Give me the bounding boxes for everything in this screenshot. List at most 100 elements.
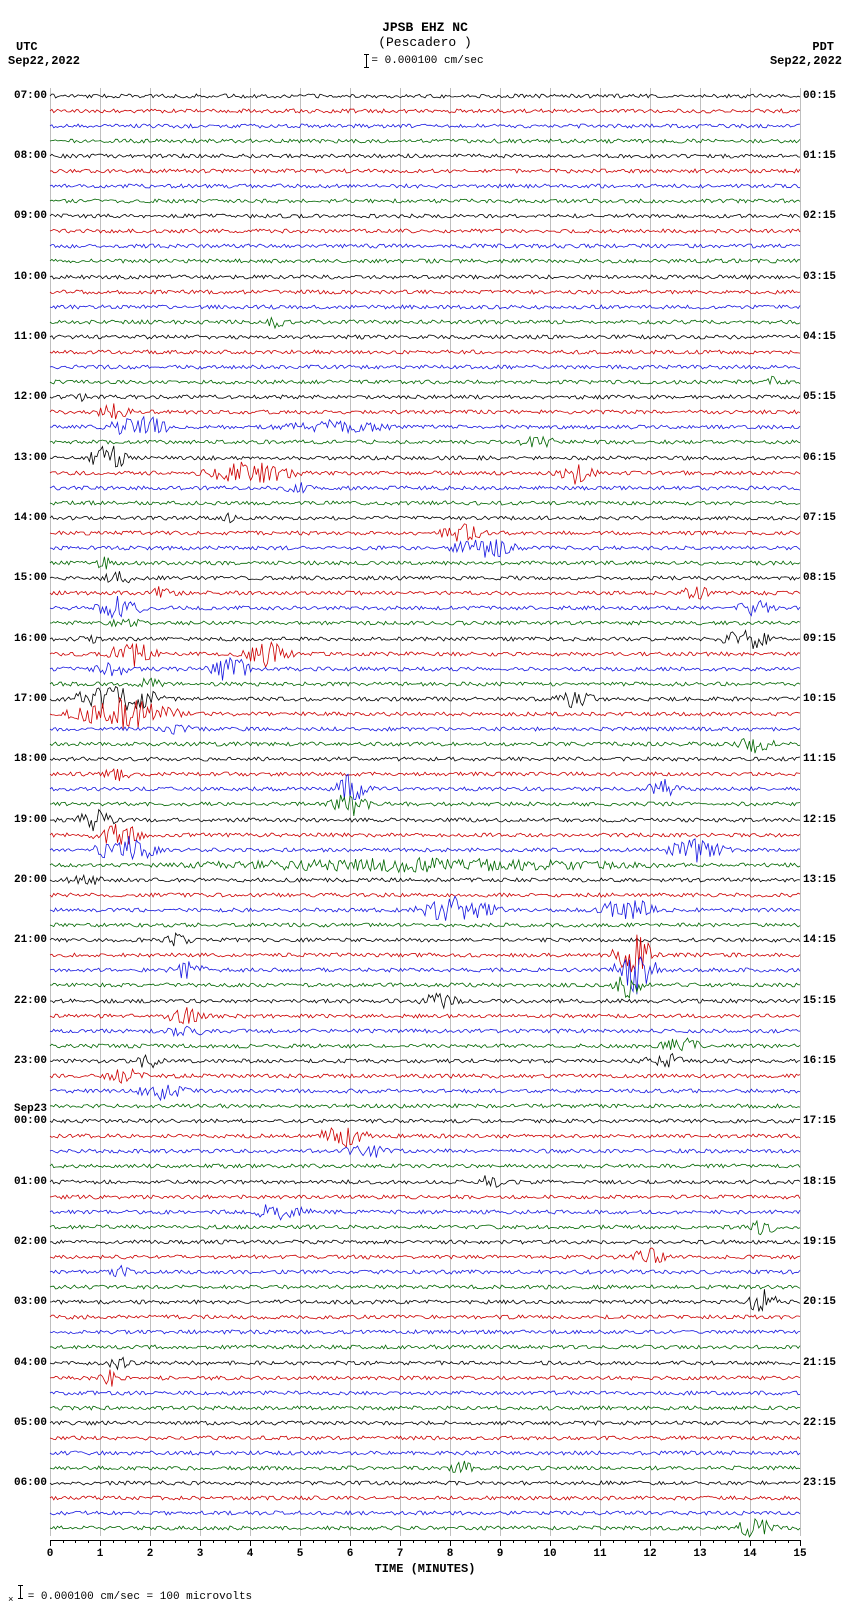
x-tick-minor [238,1540,239,1543]
x-axis: TIME (MINUTES) 0123456789101112131415 [50,1540,800,1570]
utc-time-label: 01:00 [2,1176,47,1188]
x-tick-minor [163,1540,164,1543]
x-tick-label: 11 [593,1548,606,1560]
trace-row [50,1528,800,1529]
x-tick-label: 6 [347,1548,354,1560]
x-tick-minor [738,1540,739,1543]
pdt-time-label: 00:15 [803,90,848,102]
utc-time-label: 17:00 [2,693,47,705]
x-tick-minor [125,1540,126,1543]
x-tick [300,1540,301,1546]
utc-time-label: 20:00 [2,874,47,886]
x-tick [150,1540,151,1546]
pdt-time-label: 11:15 [803,753,848,765]
x-tick-minor [513,1540,514,1543]
timezone-left: UTC [16,40,38,54]
x-tick-minor [375,1540,376,1543]
scale-text: = 0.000100 cm/sec [371,55,483,67]
x-tick-label: 13 [693,1548,706,1560]
x-tick [50,1540,51,1546]
x-tick-minor [288,1540,289,1543]
x-tick [750,1540,751,1546]
x-tick [250,1540,251,1546]
x-tick-minor [475,1540,476,1543]
x-tick-label: 2 [147,1548,154,1560]
x-tick [600,1540,601,1546]
seismogram-plot [50,88,800,1536]
utc-time-label: 21:00 [2,934,47,946]
x-tick-minor [175,1540,176,1543]
x-tick-minor [88,1540,89,1543]
station-location: (Pescadero ) [0,35,850,50]
pdt-time-label: 09:15 [803,633,848,645]
utc-time-label: 02:00 [2,1236,47,1248]
x-tick-label: 8 [447,1548,454,1560]
footer-scale-bar-icon [20,1585,21,1599]
utc-time-label: 19:00 [2,814,47,826]
date-right: Sep22,2022 [770,54,842,68]
x-tick-minor [638,1540,639,1543]
utc-time-label: 03:00 [2,1296,47,1308]
utc-time-label: 14:00 [2,512,47,524]
header: JPSB EHZ NC (Pescadero ) = 0.000100 cm/s… [0,0,850,72]
x-tick-minor [363,1540,364,1543]
x-tick-minor [538,1540,539,1543]
utc-time-label: 07:00 [2,90,47,102]
station-id: JPSB EHZ NC [0,20,850,35]
x-tick-label: 15 [793,1548,806,1560]
pdt-time-label: 23:15 [803,1477,848,1489]
scale-indicator: = 0.000100 cm/sec [366,54,483,68]
pdt-time-label: 07:15 [803,512,848,524]
utc-time-label: 11:00 [2,331,47,343]
x-tick-minor [138,1540,139,1543]
x-tick-minor [788,1540,789,1543]
x-tick-minor [488,1540,489,1543]
x-tick-minor [75,1540,76,1543]
date-left: Sep22,2022 [8,54,80,68]
x-tick [800,1540,801,1546]
pdt-time-label: 20:15 [803,1296,848,1308]
pdt-time-label: 13:15 [803,874,848,886]
x-tick-minor [625,1540,626,1543]
utc-time-label: 12:00 [2,391,47,403]
pdt-time-label: 18:15 [803,1176,848,1188]
pdt-time-label: 10:15 [803,693,848,705]
x-tick-minor [675,1540,676,1543]
x-tick-minor [563,1540,564,1543]
x-tick-label: 0 [47,1548,54,1560]
utc-time-label: 16:00 [2,633,47,645]
pdt-time-label: 14:15 [803,934,848,946]
x-tick-minor [763,1540,764,1543]
x-tick [500,1540,501,1546]
utc-time-label: 09:00 [2,210,47,222]
x-tick-minor [688,1540,689,1543]
timezone-right: PDT [812,40,834,54]
day-break-label: Sep23 [2,1103,47,1115]
x-tick-minor [425,1540,426,1543]
footer-scale: × = 0.000100 cm/sec = 100 microvolts [8,1585,252,1605]
x-tick-minor [188,1540,189,1543]
pdt-time-label: 06:15 [803,452,848,464]
pdt-time-label: 22:15 [803,1417,848,1429]
x-tick [400,1540,401,1546]
x-tick-label: 14 [743,1548,756,1560]
footer-text: = 0.000100 cm/sec = 100 microvolts [28,1591,252,1603]
utc-time-label: 10:00 [2,271,47,283]
x-tick-label: 12 [643,1548,656,1560]
pdt-time-label: 08:15 [803,572,848,584]
x-tick-minor [463,1540,464,1543]
x-tick-minor [575,1540,576,1543]
x-tick-label: 7 [397,1548,404,1560]
pdt-time-label: 03:15 [803,271,848,283]
utc-time-label: 08:00 [2,150,47,162]
utc-time-label: 18:00 [2,753,47,765]
pdt-time-label: 05:15 [803,391,848,403]
x-tick [700,1540,701,1546]
x-tick-minor [525,1540,526,1543]
x-tick-minor [413,1540,414,1543]
x-tick-minor [263,1540,264,1543]
x-tick [100,1540,101,1546]
x-tick-minor [613,1540,614,1543]
x-tick-minor [113,1540,114,1543]
x-tick-label: 9 [497,1548,504,1560]
